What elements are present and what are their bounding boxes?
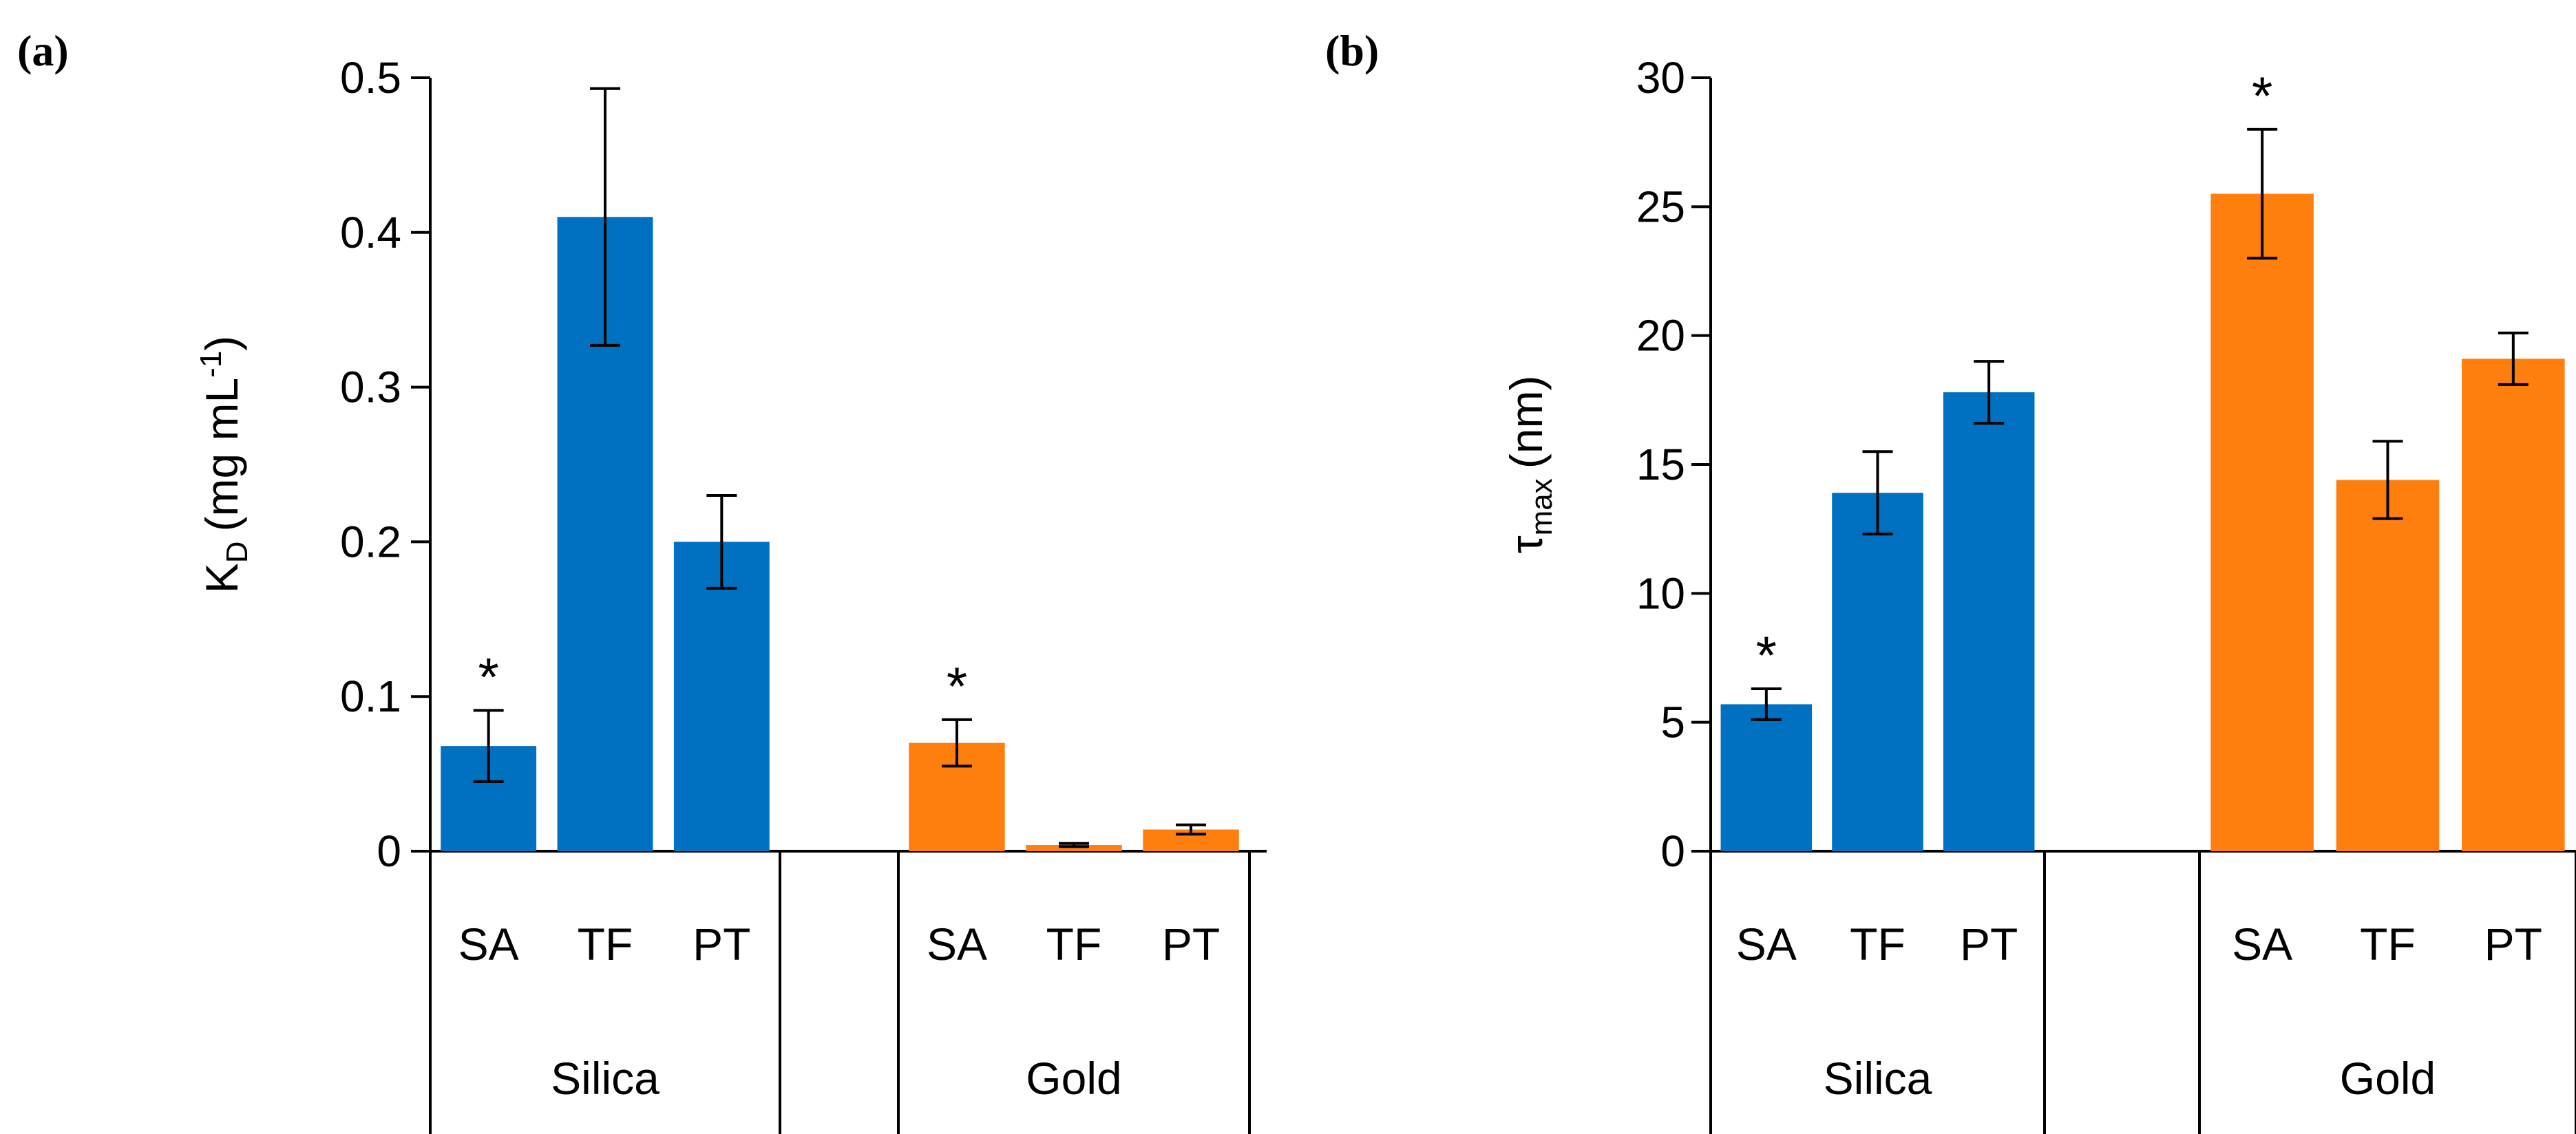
y-tick-label: 10: [1636, 568, 1685, 618]
bar: [2462, 359, 2565, 851]
bar: [2210, 193, 2314, 852]
category-label: SA: [1736, 919, 1797, 970]
group-label: Gold: [2340, 1053, 2436, 1104]
significance-marker: *: [1756, 625, 1777, 685]
significance-marker: *: [947, 656, 967, 716]
category-label: PT: [1162, 919, 1220, 970]
category-label: PT: [693, 919, 750, 970]
significance-marker: *: [2252, 65, 2272, 126]
y-axis-title-unit: (nm): [1501, 376, 1552, 469]
category-label: PT: [2484, 919, 2542, 970]
y-tick-label: 25: [1636, 182, 1685, 231]
panel-label: (a): [17, 26, 69, 75]
category-label: PT: [1960, 919, 2018, 970]
y-tick-label: 5: [1660, 698, 1685, 747]
y-axis-title-unit: (mg mL: [196, 378, 247, 532]
y-tick-label: 0: [1660, 826, 1685, 876]
category-label: TF: [1850, 919, 1905, 970]
panel-a-bar-chart: (a) 0 0.1 0.2 0.3 0.4 0.5 * SA TF PT Silica * SA TF PT G…: [17, 26, 1267, 1134]
y-axis-title-main: τ: [1501, 535, 1552, 553]
bar: [1943, 392, 2035, 851]
category-label: TF: [2360, 919, 2416, 970]
y-axis-title: τmax (nm): [1501, 376, 1559, 554]
bar: [2336, 480, 2440, 851]
y-tick-label: 20: [1636, 311, 1685, 361]
significance-marker: *: [478, 646, 498, 707]
category-label: SA: [2232, 919, 2292, 970]
category-label: TF: [578, 919, 633, 970]
y-tick-label: 15: [1636, 440, 1685, 489]
group-label: Silica: [1824, 1053, 1932, 1104]
y-axis-title-subscript: D: [220, 541, 254, 563]
y-tick-label: 0.2: [340, 517, 401, 566]
bar: [1026, 845, 1122, 851]
y-axis-title-subscript: max: [1525, 478, 1559, 535]
y-axis-title: KD (mg mL-1): [194, 336, 254, 594]
y-axis-title-main: K: [196, 563, 247, 593]
y-tick-label: 0.1: [340, 672, 401, 721]
group-label: Silica: [551, 1053, 659, 1104]
category-label: SA: [927, 919, 987, 970]
bar: [673, 542, 770, 851]
bar: [1720, 704, 1813, 851]
category-label: TF: [1046, 919, 1102, 970]
y-tick-label: 0.3: [340, 363, 401, 412]
panel-label: (b): [1325, 26, 1379, 75]
y-tick-label: 0.4: [340, 208, 401, 257]
panel-b-bar-chart: (b) 0 5 10 15 20 25 30 * SA TF PT Silica * SA TF PT Gold τ…: [1325, 26, 2576, 1134]
y-tick-label: 30: [1636, 53, 1685, 103]
group-label: Gold: [1026, 1053, 1121, 1104]
y-axis-title-superscript: -1: [194, 351, 228, 378]
y-tick-label: 0.5: [340, 53, 401, 103]
category-label: SA: [458, 919, 519, 970]
bar: [1832, 493, 1923, 851]
y-axis-title-unit-close: ): [196, 336, 247, 351]
y-tick-label: 0: [377, 826, 401, 876]
